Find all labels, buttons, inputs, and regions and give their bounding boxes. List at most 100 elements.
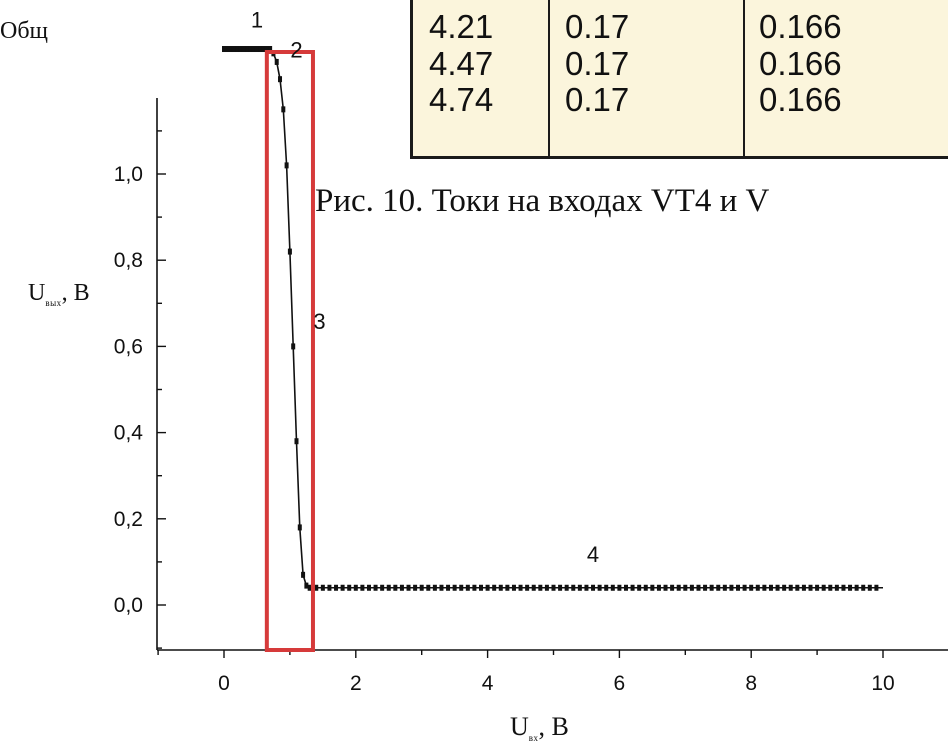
table-divider bbox=[743, 0, 745, 156]
data-point bbox=[630, 584, 635, 591]
table-cell: 0.166 bbox=[759, 8, 842, 45]
table-cell: 0.166 bbox=[759, 81, 842, 118]
data-point bbox=[479, 584, 484, 591]
data-point bbox=[861, 584, 866, 591]
table-cell: 0.166 bbox=[759, 45, 842, 82]
data-point bbox=[241, 46, 246, 53]
data-point bbox=[426, 584, 431, 591]
data-point bbox=[795, 584, 800, 591]
data-point bbox=[366, 584, 371, 591]
data-point bbox=[551, 584, 556, 591]
data-point bbox=[650, 584, 655, 591]
x-tick-label: 4 bbox=[482, 672, 494, 695]
data-point bbox=[264, 46, 269, 53]
data-point bbox=[564, 584, 569, 591]
data-point bbox=[867, 584, 872, 591]
data-point bbox=[709, 584, 714, 591]
data-point bbox=[492, 584, 497, 591]
data-point bbox=[749, 584, 754, 591]
table-row: 4.47 0.17 0.166 bbox=[413, 45, 948, 83]
table-cell: 4.21 bbox=[429, 8, 494, 45]
data-point bbox=[656, 584, 661, 591]
data-point bbox=[485, 584, 490, 591]
data-point bbox=[353, 584, 358, 591]
table-cell: 4.47 bbox=[429, 45, 494, 82]
data-point bbox=[716, 584, 721, 591]
data-point bbox=[399, 584, 404, 591]
data-point bbox=[834, 584, 839, 591]
data-point bbox=[643, 584, 648, 591]
data-point bbox=[703, 584, 708, 591]
data-point bbox=[347, 584, 352, 591]
data-point bbox=[604, 584, 609, 591]
data-point bbox=[663, 584, 668, 591]
data-point bbox=[294, 438, 299, 445]
data-point bbox=[304, 582, 309, 589]
data-point bbox=[452, 584, 457, 591]
data-point bbox=[505, 584, 510, 591]
y-tick-label: 0,6 bbox=[114, 335, 143, 358]
data-point bbox=[854, 584, 859, 591]
data-point bbox=[617, 584, 622, 591]
x-tick-label: 0 bbox=[218, 672, 230, 695]
data-point bbox=[439, 584, 444, 591]
data-point bbox=[301, 571, 306, 578]
data-point bbox=[775, 584, 780, 591]
data-point bbox=[297, 524, 302, 531]
data-point bbox=[801, 584, 806, 591]
data-point bbox=[828, 584, 833, 591]
table-cell: 4.74 bbox=[429, 81, 494, 118]
data-point bbox=[327, 584, 332, 591]
curve-region-label: 1 bbox=[251, 7, 263, 32]
x-tick-label: 10 bbox=[871, 672, 894, 695]
data-point bbox=[238, 46, 243, 53]
data-point bbox=[736, 584, 741, 591]
data-point bbox=[284, 162, 289, 169]
data-point bbox=[584, 584, 589, 591]
data-point bbox=[841, 584, 846, 591]
data-point bbox=[225, 46, 230, 53]
curve-region-label: 3 bbox=[313, 309, 325, 334]
y-tick-label: 0,2 bbox=[114, 508, 143, 531]
data-point bbox=[419, 584, 424, 591]
data-point bbox=[544, 584, 549, 591]
data-point bbox=[278, 76, 283, 83]
table-divider bbox=[548, 0, 550, 156]
y-axis-label: Uвых, B bbox=[28, 280, 90, 308]
data-point bbox=[274, 58, 279, 65]
data-point bbox=[291, 343, 296, 350]
data-point bbox=[413, 584, 418, 591]
data-point bbox=[307, 584, 312, 591]
data-point bbox=[782, 584, 787, 591]
y-tick-label: 0,0 bbox=[114, 594, 143, 617]
data-point bbox=[670, 584, 675, 591]
data-point bbox=[815, 584, 820, 591]
data-point bbox=[251, 46, 256, 53]
data-point bbox=[261, 46, 266, 53]
data-point bbox=[848, 584, 853, 591]
data-point bbox=[755, 584, 760, 591]
data-point bbox=[591, 584, 596, 591]
table-row: 4.21 0.17 0.166 bbox=[413, 8, 948, 46]
data-point bbox=[340, 584, 345, 591]
x-tick-label: 8 bbox=[745, 672, 757, 695]
data-point bbox=[386, 584, 391, 591]
data-point bbox=[597, 584, 602, 591]
data-point bbox=[696, 584, 701, 591]
curve-region-label: 4 bbox=[587, 542, 599, 567]
data-point bbox=[258, 46, 263, 53]
data-point bbox=[459, 584, 464, 591]
highlight-box bbox=[264, 50, 315, 652]
figure-caption: Рис. 10. Токи на входах VT4 и V bbox=[315, 183, 770, 219]
data-point bbox=[525, 584, 530, 591]
y-tick-label: 1,0 bbox=[114, 163, 143, 186]
data-point bbox=[571, 584, 576, 591]
data-point bbox=[235, 46, 240, 53]
data-point bbox=[729, 584, 734, 591]
x-tick-label: 6 bbox=[614, 672, 626, 695]
data-point bbox=[248, 46, 253, 53]
data-point bbox=[380, 584, 385, 591]
data-point bbox=[287, 248, 292, 255]
data-point bbox=[472, 584, 477, 591]
